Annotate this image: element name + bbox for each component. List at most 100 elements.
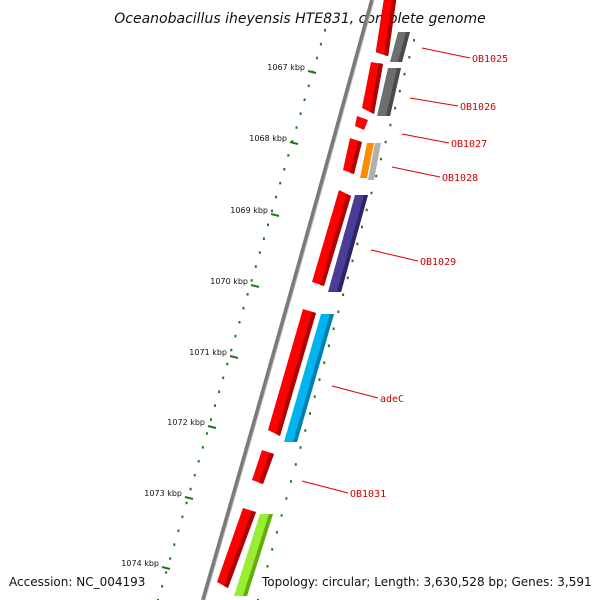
inner-dot (290, 480, 293, 483)
inner-dot (332, 327, 335, 330)
ruler-dot (165, 571, 168, 574)
inner-dot (384, 140, 387, 144)
feature-ob1029-purple-shade (337, 195, 368, 292)
cds-ob1025-shade (384, 0, 396, 56)
inner-dot (398, 89, 401, 93)
ruler-dot (262, 237, 265, 240)
gene-label-ob1027[interactable]: OB1027 (451, 139, 487, 150)
inner-dot (285, 497, 288, 500)
ruler-dot (319, 42, 322, 46)
feature-track (217, 0, 410, 596)
feature-ob1028-lightgrey[interactable] (368, 143, 381, 180)
gene-label-adec[interactable]: adeC (380, 394, 404, 405)
callout-line-ob1028 (391, 166, 441, 178)
cds-ob1029-shade (320, 194, 351, 286)
ruler-dot (279, 181, 282, 185)
cds-ob1027[interactable] (355, 116, 368, 130)
ruler-tick-1070 (250, 284, 260, 288)
cds-ob1026-shade (370, 63, 383, 114)
ruler-tick-1067 (307, 70, 317, 74)
callout-line-ob1027 (401, 133, 450, 144)
ruler-tick-1072 (207, 425, 217, 429)
inner-dot (309, 412, 311, 415)
ruler-dot (181, 515, 184, 519)
feature-adec-cyan-shade (293, 314, 334, 442)
feature-ob1028-orange[interactable] (360, 143, 374, 178)
ruler-dot (307, 84, 310, 88)
ruler-dot (242, 307, 245, 310)
ruler-label-1073: 1073 kbp (144, 489, 182, 498)
footer-backdrop-right (258, 573, 596, 591)
callout-line-ob1025 (421, 47, 471, 59)
inner-dot (294, 463, 297, 466)
cds-ob1028-shade (350, 141, 362, 174)
gene-label-ob1026[interactable]: OB1026 (460, 102, 496, 113)
gene-label-ob1025[interactable]: OB1025 (472, 54, 508, 65)
callout-line-ob1029 (370, 249, 419, 262)
callout-line-adec (331, 385, 379, 399)
ruler-tick-1068 (289, 141, 299, 145)
inner-dot (271, 548, 274, 551)
ruler-dot (295, 126, 298, 129)
ruler-tick-1074 (161, 566, 171, 570)
cds-next-shade (224, 511, 256, 588)
ruler-dot (185, 501, 188, 505)
inner-dot (337, 310, 340, 313)
genome-backbone (201, 0, 374, 600)
gene-labels: OB1025 OB1026 OB1027 OB1028 OB1029 adeC … (350, 54, 508, 500)
inner-dot (318, 378, 321, 381)
ruler-dot (287, 154, 290, 157)
inner-dot (304, 429, 307, 432)
genome-summary-text: Topology: circular; Length: 3,630,528 bp… (261, 575, 592, 589)
ruler-tick-1069 (270, 213, 280, 217)
ruler-dot (246, 293, 249, 296)
ruler-label-1067: 1067 kbp (267, 63, 305, 72)
feature-next-lime-shade (243, 514, 273, 596)
inner-dot (394, 106, 397, 110)
cds-ob1031-shade (259, 453, 274, 484)
ruler-dot (177, 529, 180, 532)
ruler-dot (205, 432, 208, 435)
ruler-dot (214, 404, 216, 407)
inner-dot (346, 276, 349, 280)
ruler-dot (254, 265, 257, 268)
inner-dot (266, 565, 269, 568)
inner-dot (413, 39, 415, 42)
ruler-dot (218, 390, 221, 393)
ruler-tick-1071 (229, 355, 239, 359)
gene-label-ob1031[interactable]: OB1031 (350, 489, 386, 500)
gene-label-ob1028[interactable]: OB1028 (442, 173, 478, 184)
ruler-dot (230, 348, 233, 352)
gene-label-ob1029[interactable]: OB1029 (420, 257, 456, 268)
inner-dot (408, 56, 411, 59)
inner-dot (370, 191, 373, 195)
inner-dot (327, 344, 330, 347)
ruler-dot (222, 376, 225, 380)
ruler-dot (303, 98, 306, 101)
cds-adec-shade (276, 312, 316, 436)
inner-dotted-track (257, 39, 415, 600)
gene-callouts (301, 47, 471, 494)
ruler-dot (197, 460, 200, 463)
ruler-label-1074: 1074 kbp (121, 559, 159, 568)
feature-ob1026-grey-shade (386, 68, 401, 116)
ruler-label-1069: 1069 kbp (230, 206, 268, 215)
ruler-dot (238, 321, 241, 324)
ruler-dot (189, 487, 192, 491)
inner-dot (389, 123, 392, 127)
inner-dot (342, 293, 345, 296)
ruler-dot (299, 112, 302, 115)
feature-ob1025-grey-shade (398, 32, 410, 62)
inner-dot (275, 531, 278, 534)
footer-backdrop-left (6, 573, 148, 591)
inner-dot (403, 72, 406, 76)
ruler-dot (267, 223, 269, 227)
accession-text: Accession: NC_004193 (9, 575, 145, 589)
ruler-dot (275, 195, 278, 199)
ruler-dot (201, 446, 204, 449)
ruler-dot (226, 362, 229, 366)
callout-line-ob1031 (301, 480, 349, 494)
ruler: 1067 kbp 1068 kbp 1069 kbp 1070 kbp 1071… (121, 63, 317, 570)
